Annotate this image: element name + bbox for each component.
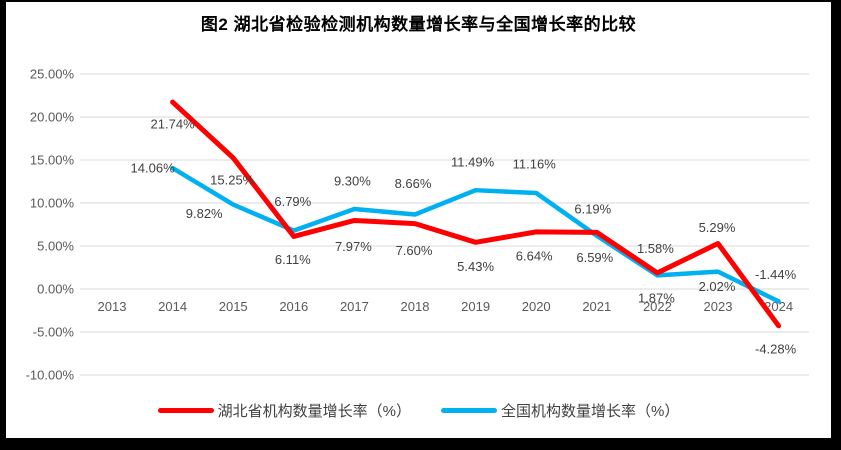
data-label-hubei: 7.60%: [396, 243, 433, 258]
data-label-national: 2.02%: [699, 279, 736, 294]
data-label-national: 9.30%: [334, 174, 371, 189]
y-axis-tick-label: 15.00%: [30, 153, 75, 168]
legend-item-national: 全国机构数量增长率（%）: [441, 400, 679, 421]
data-label-hubei: -4.28%: [755, 341, 797, 356]
series-line-hubei: [170, 99, 782, 329]
data-label-hubei: 21.74%: [151, 117, 196, 132]
x-axis-tick-label: 2020: [522, 299, 551, 314]
data-label-national: 11.49%: [451, 155, 495, 170]
x-axis-tick-label: 2014: [158, 299, 187, 314]
y-axis-tick-label: -5.00%: [33, 325, 75, 340]
x-axis-tick-label: 2019: [461, 299, 490, 314]
data-label-hubei: 7.97%: [335, 239, 372, 254]
data-label-hubei: 1.87%: [638, 290, 675, 305]
legend: 湖北省机构数量增长率（%） 全国机构数量增长率（%）: [6, 400, 831, 421]
data-label-national: 1.58%: [637, 241, 674, 256]
data-label-national: 8.66%: [395, 176, 432, 191]
data-label-hubei: 6.64%: [516, 248, 553, 263]
x-axis-tick-label: 2017: [340, 299, 369, 314]
legend-item-hubei: 湖北省机构数量增长率（%）: [157, 400, 411, 421]
data-label-hubei: 5.43%: [457, 259, 494, 274]
x-axis-tick-label: 2013: [98, 299, 127, 314]
legend-label-hubei: 湖北省机构数量增长率（%）: [217, 403, 411, 420]
data-label-hubei: 15.25%: [210, 172, 255, 187]
data-label-national: 14.06%: [131, 161, 176, 176]
data-label-national: 9.82%: [186, 206, 223, 221]
chart-title: 图2 湖北省检验检测机构数量增长率与全国增长率的比较: [200, 15, 637, 34]
plot-area: 25.00% 20.00% 15.00% 10.00% 5.00% 0.00% -5.00%…: [26, 67, 809, 383]
y-axis-tick-label: 0.00%: [37, 282, 74, 297]
legend-line-swatch-national: [441, 408, 497, 413]
data-label-national: -1.44%: [755, 267, 797, 282]
x-axis-tick-label: 2021: [582, 299, 611, 314]
data-label-hubei: 6.59%: [576, 250, 613, 265]
data-label-national: 6.79%: [274, 194, 311, 209]
x-axis-tick-label: 2022: [643, 299, 672, 314]
data-label-hubei: 6.11%: [275, 252, 311, 267]
x-axis-tick-label: 2018: [401, 299, 430, 314]
data-label-hubei: 5.29%: [699, 220, 736, 235]
x-axis-tick-label: 2015: [219, 299, 248, 314]
x-axis-tick-label: 2016: [279, 299, 308, 314]
legend-line-swatch-hubei: [157, 408, 214, 413]
y-axis-tick-label: 10.00%: [30, 196, 75, 211]
y-axis-tick-label: 20.00%: [30, 110, 75, 125]
legend-label-national: 全国机构数量增长率（%）: [501, 403, 680, 420]
data-label-national: 11.16%: [513, 157, 557, 172]
y-axis-tick-label: -10.00%: [26, 368, 75, 383]
data-label-national: 6.19%: [574, 201, 611, 216]
y-axis-tick-label: 5.00%: [37, 239, 74, 254]
series-line-national: [170, 165, 781, 304]
x-axis-tick-label: 2024: [764, 299, 793, 314]
x-axis-tick-label: 2023: [704, 299, 733, 314]
chart-canvas: 图2 湖北省检验检测机构数量增长率与全国增长率的比较 25.00% 20.00% 1…: [6, 2, 831, 438]
y-axis-tick-label: 25.00%: [30, 67, 75, 82]
